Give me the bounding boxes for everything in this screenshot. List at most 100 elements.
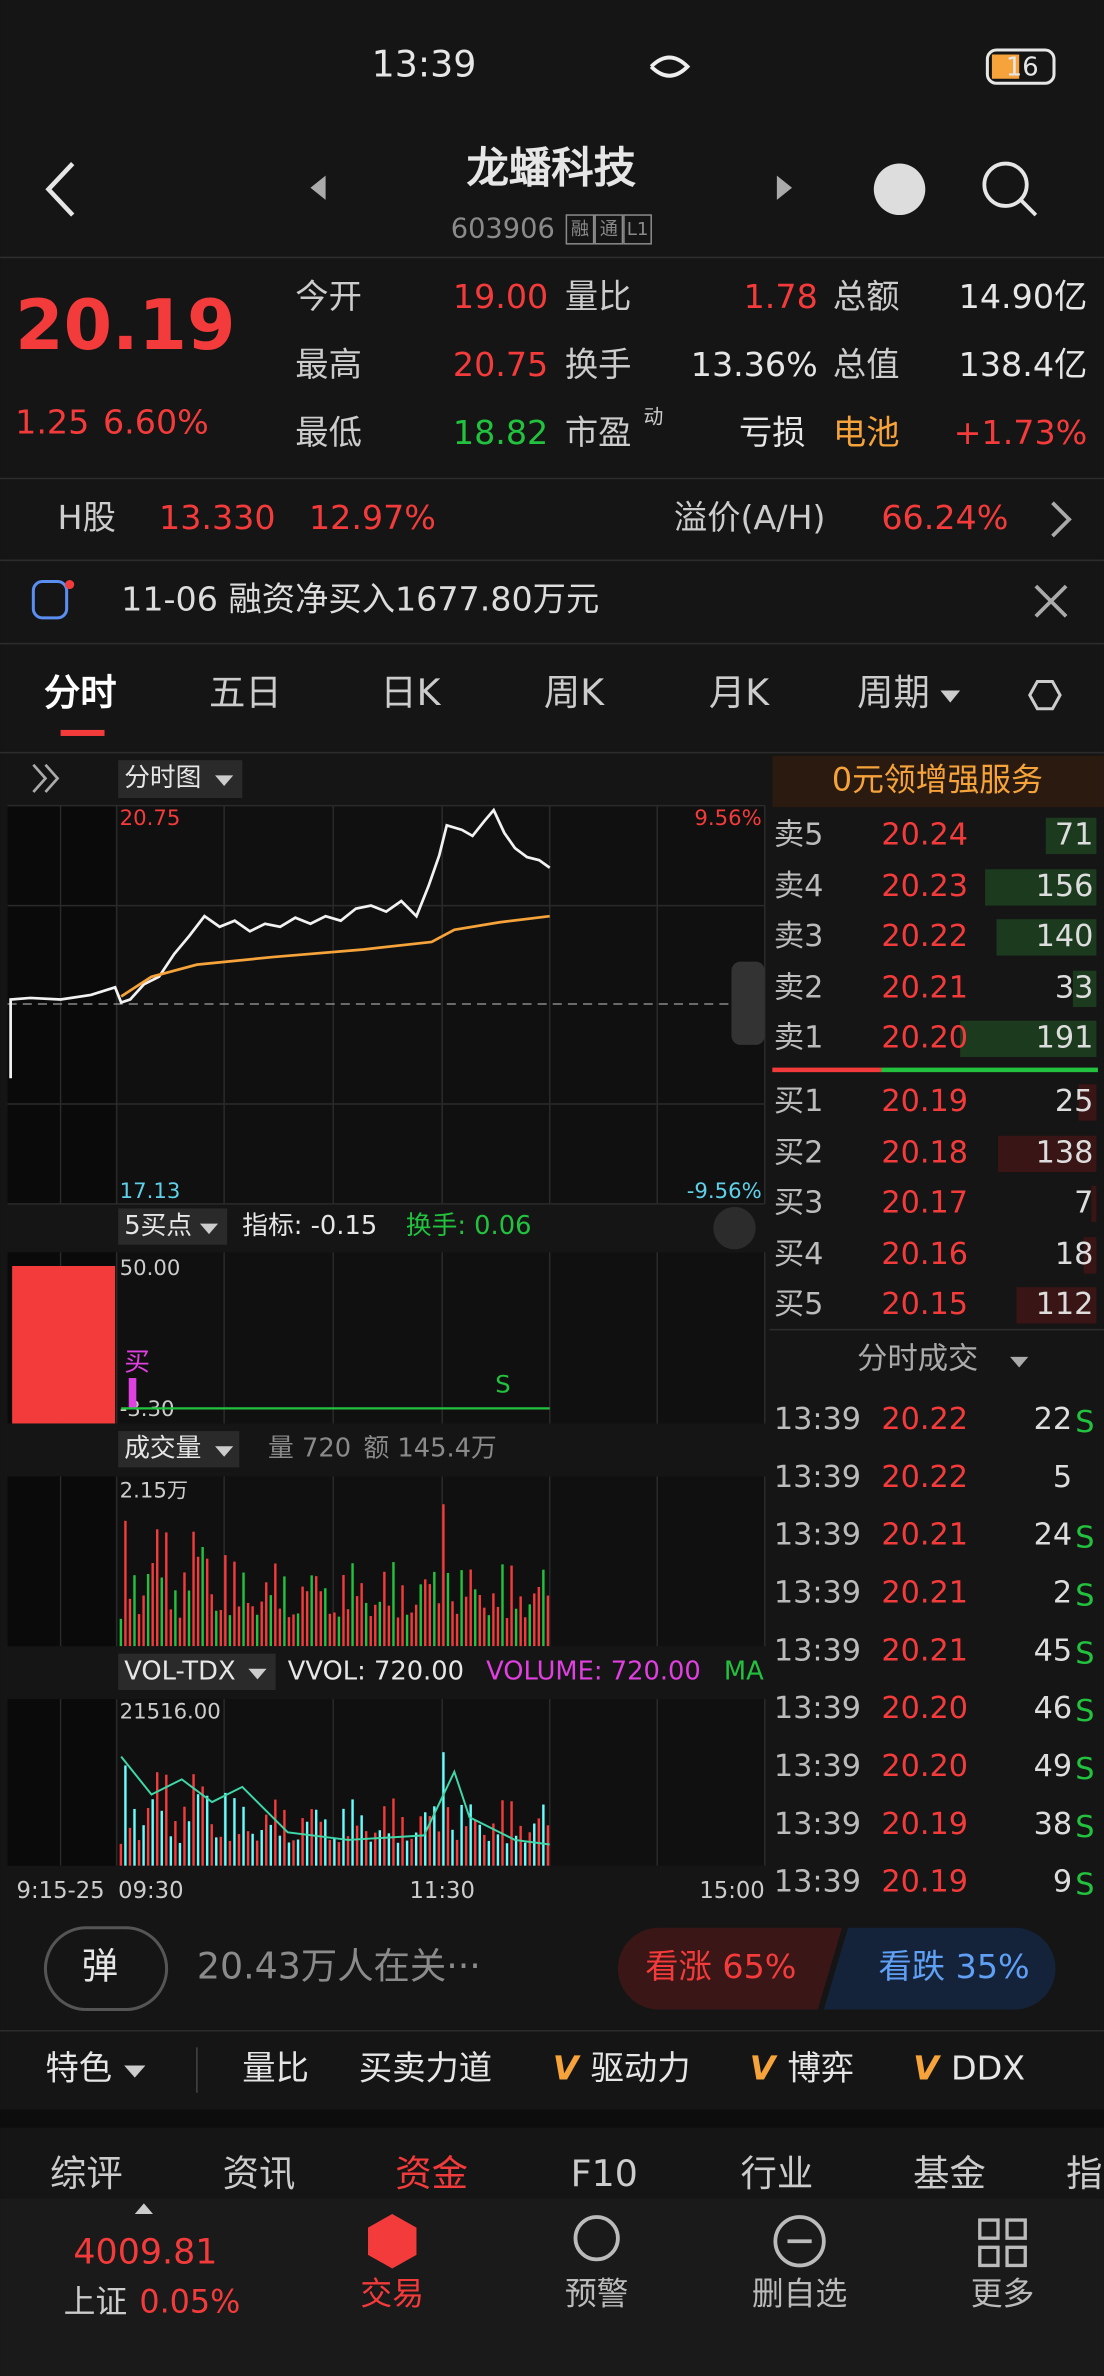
- field-value: 138.4亿: [959, 345, 1088, 384]
- hshare-label: H股: [58, 498, 116, 537]
- chart-tab[interactable]: 月K: [709, 671, 770, 714]
- remove-icon[interactable]: [773, 2215, 826, 2268]
- info-tab[interactable]: F10: [571, 2152, 638, 2195]
- prev-stock[interactable]: [310, 175, 326, 200]
- volume-selector[interactable]: 成交量: [124, 1434, 201, 1464]
- volume-bar: [224, 1555, 227, 1647]
- chart-tab[interactable]: 五日: [209, 671, 282, 714]
- volume-bar: [505, 1618, 509, 1647]
- drag-handle[interactable]: [731, 961, 765, 1045]
- chart-tab[interactable]: 周K: [544, 671, 605, 714]
- field-label: 总额: [833, 277, 900, 316]
- trades-title[interactable]: 分时成交: [857, 1341, 978, 1376]
- feature-menu[interactable]: 特色: [45, 2049, 112, 2088]
- volume-bar: [201, 1547, 204, 1647]
- volume-bar: [351, 1563, 354, 1647]
- tdx-bar: [310, 1809, 313, 1866]
- trade-vol: 49: [1034, 1749, 1073, 1784]
- trade-vol: 9: [1053, 1865, 1072, 1900]
- chart-selector[interactable]: 分时图: [124, 763, 201, 793]
- trade-price: 20.19: [881, 1865, 968, 1900]
- field-label: 量比: [565, 277, 632, 316]
- field-label: 最高: [295, 345, 362, 384]
- info-tab[interactable]: 资金: [395, 2152, 468, 2195]
- volume-bar: [301, 1586, 304, 1647]
- volume-bar: [328, 1613, 332, 1647]
- info-tab[interactable]: 综评: [50, 2152, 123, 2195]
- status-time: 13:39: [372, 43, 477, 86]
- tdx-bar: [142, 1825, 145, 1866]
- chart-tab[interactable]: 日K: [380, 671, 441, 714]
- notice-text[interactable]: 11-06 融资净买入1677.80万元: [121, 580, 599, 619]
- status-icons: [649, 55, 691, 78]
- search-icon[interactable]: [982, 161, 1029, 208]
- tdx-bar: [274, 1799, 277, 1866]
- alert-icon[interactable]: [573, 2215, 620, 2262]
- bull-btn[interactable]: [617, 1927, 842, 2010]
- more-icon[interactable]: [978, 2218, 1027, 2268]
- nav-item[interactable]: 删自选: [752, 2276, 847, 2313]
- tdx-bar: [437, 1831, 441, 1866]
- info-tab[interactable]: 资讯: [223, 2152, 296, 2195]
- feature-item[interactable]: 博弈: [787, 2049, 854, 2088]
- volume-bar: [514, 1608, 518, 1647]
- volume-bar: [305, 1591, 309, 1647]
- info-tab[interactable]: 行业: [741, 2152, 814, 2195]
- book-price: 20.17: [881, 1185, 968, 1220]
- hshare-pct: 12.97%: [309, 498, 436, 537]
- bullet-btn[interactable]: [43, 1926, 169, 2012]
- indicator-selector[interactable]: 5买点: [124, 1211, 192, 1241]
- nav-item[interactable]: 更多: [971, 2276, 1035, 2313]
- volume-bar: [378, 1601, 382, 1647]
- trade-icon[interactable]: [368, 2213, 417, 2269]
- sector[interactable]: 电池: [833, 413, 900, 452]
- volume-bar: [233, 1561, 236, 1647]
- bear-btn[interactable]: [823, 1927, 1056, 2010]
- book-label: 买1: [774, 1084, 824, 1119]
- volume-bar: [174, 1590, 177, 1647]
- chart-tab[interactable]: 分时: [44, 671, 117, 714]
- tdx-bar: [133, 1808, 136, 1866]
- volume-qty: 量 720: [268, 1434, 351, 1464]
- tdx-bar: [483, 1834, 486, 1866]
- feature-item[interactable]: DDX: [951, 2049, 1025, 2088]
- tdx-bar: [296, 1839, 300, 1866]
- chart-tab[interactable]: 周期: [857, 671, 930, 714]
- next-stock[interactable]: [776, 175, 793, 200]
- tdx-bar: [305, 1821, 309, 1866]
- feature-item[interactable]: 量比: [242, 2049, 309, 2088]
- book-label: 卖2: [774, 970, 824, 1005]
- feature-item[interactable]: 驱动力: [591, 2049, 691, 2088]
- more-arrow: [1051, 501, 1072, 538]
- trade-time: 13:39: [774, 1402, 861, 1437]
- info-tab[interactable]: 基金: [913, 2152, 986, 2195]
- feature-item[interactable]: 买卖力道: [359, 2049, 492, 2088]
- field-label: 换手: [565, 345, 632, 384]
- badge-text: 融: [571, 219, 589, 240]
- tdx-bar: [492, 1823, 495, 1866]
- volume-bar: [392, 1562, 395, 1647]
- book-split: [772, 1067, 882, 1073]
- tdx-bar: [224, 1792, 227, 1866]
- fullscreen-btn[interactable]: [713, 1206, 756, 1250]
- nav-item[interactable]: 交易: [360, 2276, 424, 2313]
- book-price: 20.19: [881, 1084, 968, 1119]
- trade-time: 13:39: [774, 1865, 861, 1900]
- settings-icon[interactable]: [1028, 679, 1062, 711]
- tdx-bar: [165, 1774, 168, 1866]
- tdx-bar: [378, 1830, 382, 1866]
- volume-bar: [228, 1615, 232, 1647]
- book-label: 卖3: [774, 919, 824, 954]
- volume-bar: [383, 1571, 386, 1647]
- nav-item[interactable]: 预警: [565, 2276, 629, 2313]
- tdx-bar: [196, 1794, 200, 1866]
- assistant-icon[interactable]: [873, 163, 926, 216]
- promo[interactable]: 0元领增强服务: [832, 761, 1043, 798]
- battery-text: 16: [1006, 53, 1039, 83]
- tdx-selector[interactable]: VOL-TDX: [124, 1656, 235, 1686]
- index-name: 上证: [64, 2283, 128, 2320]
- volume-bar: [137, 1614, 141, 1647]
- info-tab[interactable]: 指: [1066, 2152, 1102, 2195]
- tdx-bar: [410, 1838, 413, 1866]
- volume-bar: [542, 1569, 545, 1647]
